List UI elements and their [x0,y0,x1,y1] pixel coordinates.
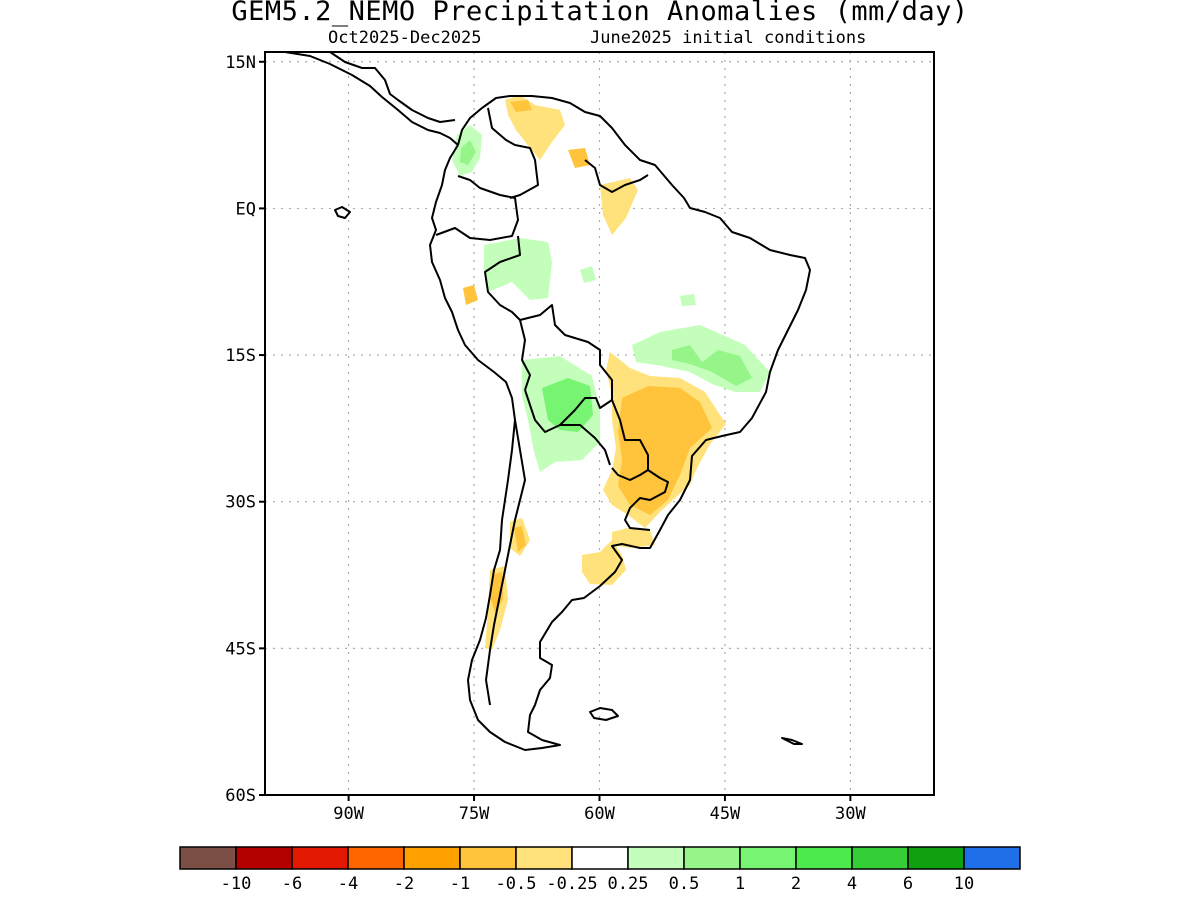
border-peru-bolivia [519,319,531,391]
border-bolivia-paraguay-argentina [524,389,611,466]
border-guianas [584,159,649,193]
lon-tick-label: 60W [584,804,615,824]
border-paraguay-brazil [611,399,649,481]
central-america-coast [284,52,459,146]
coastlines [284,52,811,751]
anomaly-patch-ecuador [463,285,478,305]
legend-label: 0.25 [608,874,649,894]
south-georgia [781,737,803,745]
legend-swatch [683,846,741,870]
border-argentina-brazil-uruguay [624,469,669,531]
legend-swatch [235,846,293,870]
legend-label: 10 [954,874,974,894]
anomaly-patch-guyana [568,148,590,168]
anomaly-patch-brazil-central-core [672,345,752,386]
legend-swatch [347,846,405,870]
legend-swatch [459,846,517,870]
longitude-axis: 90W 75W 60W 45W 30W [333,795,866,824]
lat-tick-label: 60S [225,786,256,806]
map-title: GEM5.2_NEMO Precipitation Anomalies (mm/… [231,0,969,27]
legend-label: -2 [394,874,414,894]
legend-label: -1 [450,874,470,894]
anomaly-patch-venezuela-core [510,100,532,112]
border-peru-brazil [484,235,521,321]
anomaly-patch-southeast-brazil-core [618,386,712,515]
anomaly-patch-amazon-east [680,294,696,306]
legend-label: -0.5 [496,874,537,894]
color-legend: -10 -6 -4 -2 -1 -0.5 -0.25 0.25 0.5 1 2 4 6 10 [179,846,1021,894]
legend-label: 1 [735,874,745,894]
legend-label: -0.25 [546,874,597,894]
legend-swatch [403,846,461,870]
legend-label: 4 [847,874,857,894]
legend-swatch [179,846,237,870]
lat-tick-label: 30S [225,493,256,513]
falkland-islands [589,707,619,721]
anomaly-patch-chile-south-core [490,572,503,612]
lon-tick-label: 75W [459,804,490,824]
legend-swatch [291,846,349,870]
border-chile-argentina [485,419,526,706]
anomaly-patch-colombia-core [460,140,476,165]
anomaly-shading [452,95,770,650]
latitude-axis: 15N EQ 15S 30S 45S 60S [225,53,265,806]
south-america-coast [429,95,811,751]
border-colombia-ecuador-peru [435,175,519,241]
border-bolivia-brazil [519,304,613,426]
lon-tick-label: 90W [333,804,364,824]
legend-swatch [851,846,909,870]
legend-label: 2 [791,874,801,894]
anomaly-patch-pantanal [580,266,596,283]
legend-label: -10 [221,874,252,894]
anomaly-patch-north-brazil [600,178,638,235]
legend-swatch [627,846,685,870]
legend-swatch [739,846,797,870]
legend-label: 6 [903,874,913,894]
legend-swatch [963,846,1021,870]
central-america-caribbean-coast [329,52,456,123]
forecast-period: Oct2025-Dec2025 [328,28,482,48]
legend-swatch [907,846,965,870]
legend-label: -4 [338,874,358,894]
lat-tick-label: 15S [225,346,256,366]
legend-swatch [795,846,853,870]
lon-tick-label: 45W [710,804,741,824]
anomaly-patch-uruguay [612,528,655,548]
anomaly-patch-chile-central-core [514,526,526,552]
legend-label: -6 [282,874,302,894]
lon-tick-label: 30W [835,804,866,824]
anomaly-patch-amazon-west [484,238,552,300]
lat-tick-label: 45S [225,639,256,659]
initial-conditions: June2025 initial conditions [590,28,867,48]
legend-swatch [571,846,629,870]
anomaly-patch-bolivia-paraguay-core [542,378,593,432]
galapagos-islands [334,206,351,219]
lat-tick-label: 15N [225,53,256,73]
border-colombia-venezuela [487,107,539,199]
legend-label: 0.5 [669,874,700,894]
lat-tick-label: EQ [236,199,256,219]
legend-swatch [515,846,573,870]
